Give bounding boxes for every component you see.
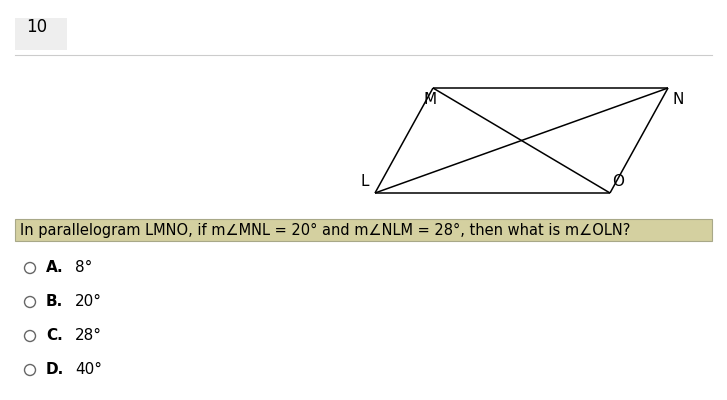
Text: L: L [361, 174, 369, 188]
Text: M: M [423, 92, 436, 108]
Text: In parallelogram LMNO, if m∠MNL = 20° and m∠NLM = 28°, then what is m∠OLN?: In parallelogram LMNO, if m∠MNL = 20° an… [20, 222, 630, 238]
Text: O: O [612, 174, 624, 188]
Text: 8°: 8° [75, 260, 92, 276]
Circle shape [25, 364, 36, 376]
FancyBboxPatch shape [15, 219, 712, 241]
Text: D.: D. [46, 362, 64, 378]
Text: 40°: 40° [75, 362, 102, 378]
Text: 28°: 28° [75, 328, 102, 344]
Text: C.: C. [46, 328, 63, 344]
Circle shape [25, 296, 36, 308]
Text: 20°: 20° [75, 294, 102, 310]
FancyBboxPatch shape [15, 18, 67, 50]
Text: A.: A. [46, 260, 64, 276]
Text: 10: 10 [26, 18, 47, 36]
Circle shape [25, 330, 36, 342]
Circle shape [25, 262, 36, 274]
Text: B.: B. [46, 294, 63, 310]
Text: N: N [672, 92, 683, 108]
